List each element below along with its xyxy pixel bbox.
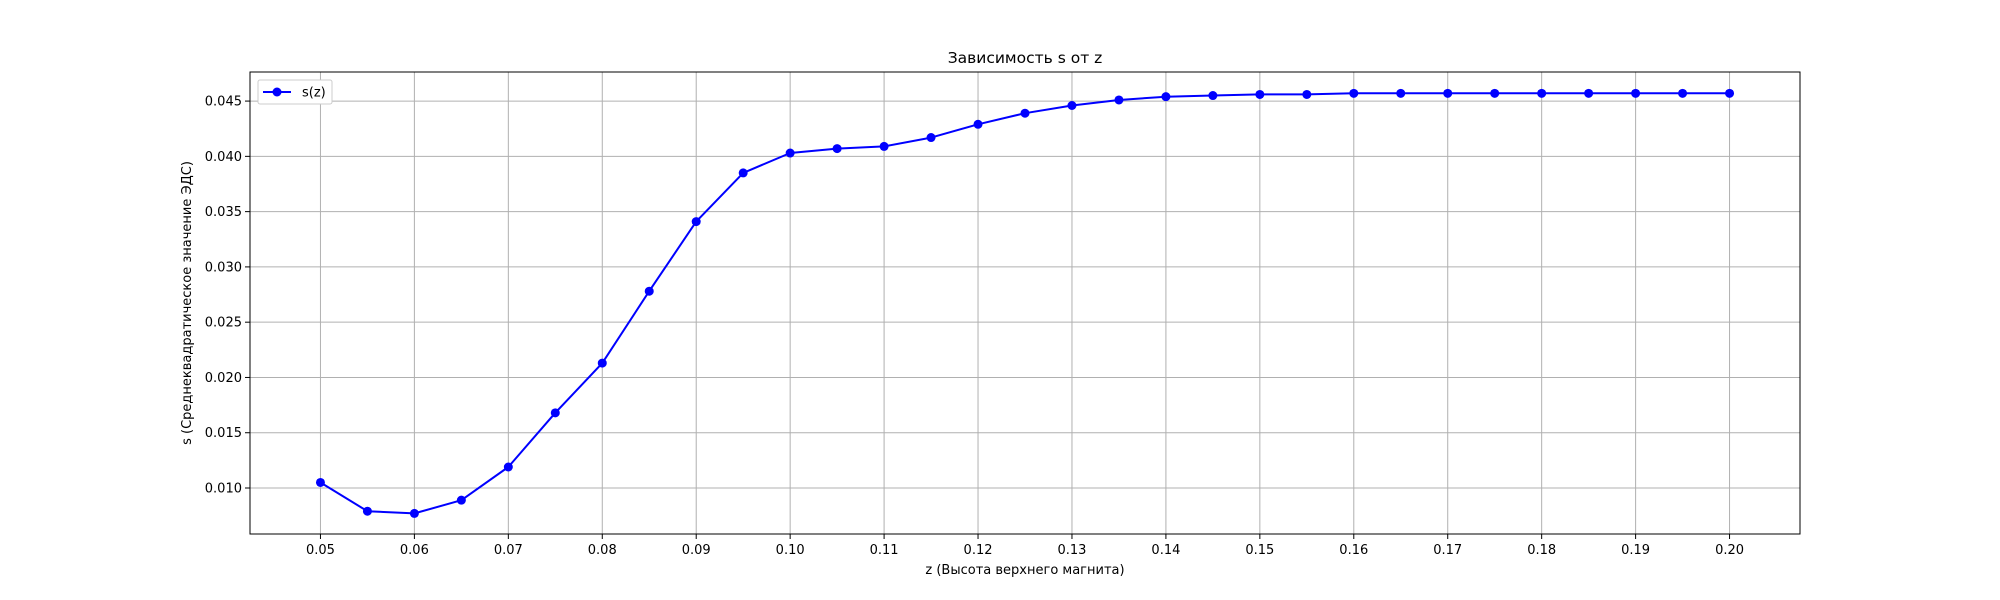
- chart-title: Зависимость s от z: [948, 49, 1103, 67]
- data-point: [1443, 88, 1453, 98]
- data-point: [1396, 88, 1406, 98]
- data-point: [926, 133, 936, 143]
- data-point: [1255, 89, 1265, 99]
- x-tick-label: 0.12: [964, 543, 993, 558]
- x-tick-label: 0.06: [400, 543, 429, 558]
- data-point: [550, 408, 560, 418]
- y-tick-label: 0.010: [205, 482, 242, 497]
- x-tick-label: 0.14: [1151, 543, 1180, 558]
- x-tick-label: 0.13: [1057, 543, 1086, 558]
- grid: [250, 72, 1800, 534]
- data-point: [973, 119, 983, 129]
- data-point: [1725, 88, 1735, 98]
- series-layer: [315, 88, 1735, 518]
- y-axis-label: s (Среднеквадратическое значение ЭДС): [180, 161, 195, 445]
- x-tick-label: 0.19: [1621, 543, 1650, 558]
- data-point: [1208, 91, 1218, 101]
- plot-frame: [249, 71, 1801, 535]
- data-point: [785, 148, 795, 158]
- x-tick-label: 0.20: [1715, 543, 1744, 558]
- x-tick-label: 0.15: [1245, 543, 1274, 558]
- legend-marker: [272, 87, 282, 97]
- x-tick-label: 0.18: [1527, 543, 1556, 558]
- y-tick-label: 0.045: [205, 95, 242, 110]
- y-tick-label: 0.025: [205, 316, 242, 331]
- data-point: [1020, 108, 1030, 118]
- data-point: [1302, 89, 1312, 99]
- data-point: [409, 508, 419, 518]
- data-point: [644, 286, 654, 296]
- x-tick-label: 0.09: [682, 543, 711, 558]
- data-point: [1678, 88, 1688, 98]
- data-point: [738, 168, 748, 178]
- legend-box: [257, 79, 333, 105]
- data-point: [1349, 88, 1359, 98]
- x-tick-label: 0.08: [588, 543, 617, 558]
- x-axis-label: z (Высота верхнего магнита): [925, 563, 1124, 578]
- legend-label: s(z): [302, 86, 326, 101]
- y-tick-label: 0.040: [205, 150, 242, 165]
- data-point: [456, 495, 466, 505]
- x-tick-label: 0.17: [1433, 543, 1462, 558]
- data-point: [1114, 95, 1124, 105]
- data-point: [691, 217, 701, 227]
- legend: s(z): [257, 79, 333, 105]
- x-tick-label: 0.16: [1339, 543, 1368, 558]
- x-tick-label: 0.10: [776, 543, 805, 558]
- data-point: [503, 462, 513, 472]
- x-tick-label: 0.05: [306, 543, 335, 558]
- data-point: [832, 144, 842, 154]
- data-point: [597, 358, 607, 368]
- data-point: [315, 477, 325, 487]
- x-tick-label: 0.11: [870, 543, 899, 558]
- data-point: [1584, 88, 1594, 98]
- data-point: [1631, 88, 1641, 98]
- y-tick-label: 0.030: [205, 260, 242, 275]
- y-tick-label: 0.015: [205, 426, 242, 441]
- x-axis-ticks: 0.05 0.06 0.07 0.08 0.09 0.10 0.11 0.12 0.13 0.14…: [306, 534, 1744, 558]
- data-point: [1537, 88, 1547, 98]
- y-tick-label: 0.035: [205, 205, 242, 220]
- y-axis-ticks: 0.010 0.015 0.020 0.025 0.030 0.035 0.040 0.045: [205, 95, 250, 497]
- y-tick-label: 0.020: [205, 371, 242, 386]
- data-point: [1161, 92, 1171, 102]
- x-tick-label: 0.07: [494, 543, 523, 558]
- data-point: [879, 141, 889, 151]
- data-point: [1067, 100, 1077, 110]
- data-point: [1490, 88, 1500, 98]
- data-point: [362, 506, 372, 516]
